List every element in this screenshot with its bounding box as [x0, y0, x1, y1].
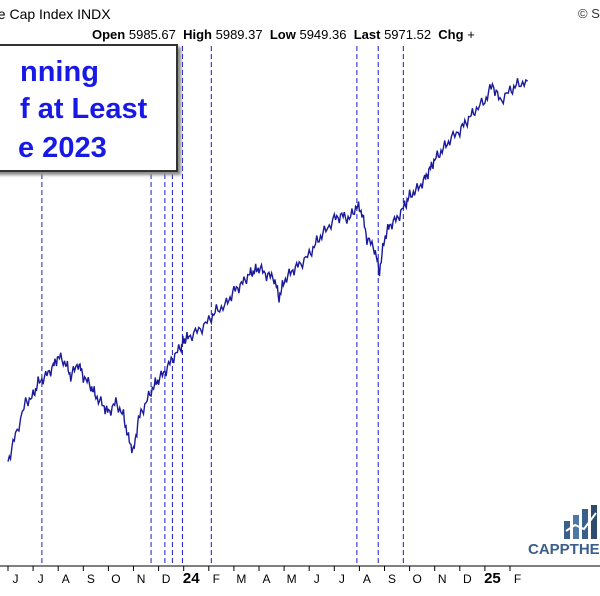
x-tick-label: J — [314, 572, 320, 586]
chg-value: + — [467, 27, 475, 42]
x-tick-label: N — [438, 572, 447, 586]
x-tick-label: 25 — [484, 570, 501, 587]
open-label: Open — [92, 27, 126, 42]
capp-logo: CAPPTHE — [528, 505, 600, 565]
x-tick-label: S — [87, 572, 95, 586]
logo-text: CAPPTHE — [528, 541, 600, 558]
x-tick-label: N — [137, 572, 146, 586]
x-tick-label: A — [62, 572, 70, 586]
last-value: 5971.52 — [384, 27, 432, 42]
annotation-line-2: f at Least — [20, 93, 148, 125]
ohlc-readout: Open 5985.67 High 5989.37 Low 5949.36 La… — [92, 27, 475, 42]
x-tick-label: O — [111, 572, 120, 586]
annotation-line-3: e 2023 — [18, 132, 107, 164]
chg-label: Chg — [438, 27, 464, 42]
low-value: 5949.36 — [299, 27, 347, 42]
x-tick-label: O — [412, 572, 421, 586]
x-tick-label: 24 — [183, 570, 200, 587]
price-line — [7, 78, 528, 462]
last-label: Last — [353, 27, 381, 42]
x-tick-label: D — [162, 572, 171, 586]
x-tick-label: S — [388, 572, 396, 586]
high-label: High — [183, 27, 212, 42]
open-value: 5985.67 — [128, 27, 176, 42]
annotation-box: nning f at Least e 2023 — [0, 44, 178, 172]
x-tick-label: J — [38, 572, 44, 586]
annotation-line-1: nning — [20, 56, 99, 88]
chart-header: ge Cap Index INDX © S Open 5985.67 High … — [0, 0, 600, 46]
x-tick-label: A — [363, 572, 371, 586]
x-tick-label: M — [236, 572, 246, 586]
vertical-marker-lines — [41, 46, 404, 566]
x-tick-label: F — [213, 572, 220, 586]
high-value: 5989.37 — [215, 27, 263, 42]
x-tick-label: J — [13, 572, 19, 586]
x-tick-label: F — [514, 572, 521, 586]
x-tick-label: J — [339, 572, 345, 586]
x-tick-label: M — [287, 572, 297, 586]
low-label: Low — [269, 27, 296, 42]
source-credit: © S — [578, 6, 600, 21]
x-axis-ticks: J J A S O N D 24 F M A M J J A S O N D 25 F — [7, 566, 521, 587]
x-tick-label: D — [463, 572, 472, 586]
bar-chart-logo-icon — [564, 505, 597, 539]
chart-title: ge Cap Index INDX — [0, 6, 111, 22]
x-tick-label: A — [263, 572, 271, 586]
